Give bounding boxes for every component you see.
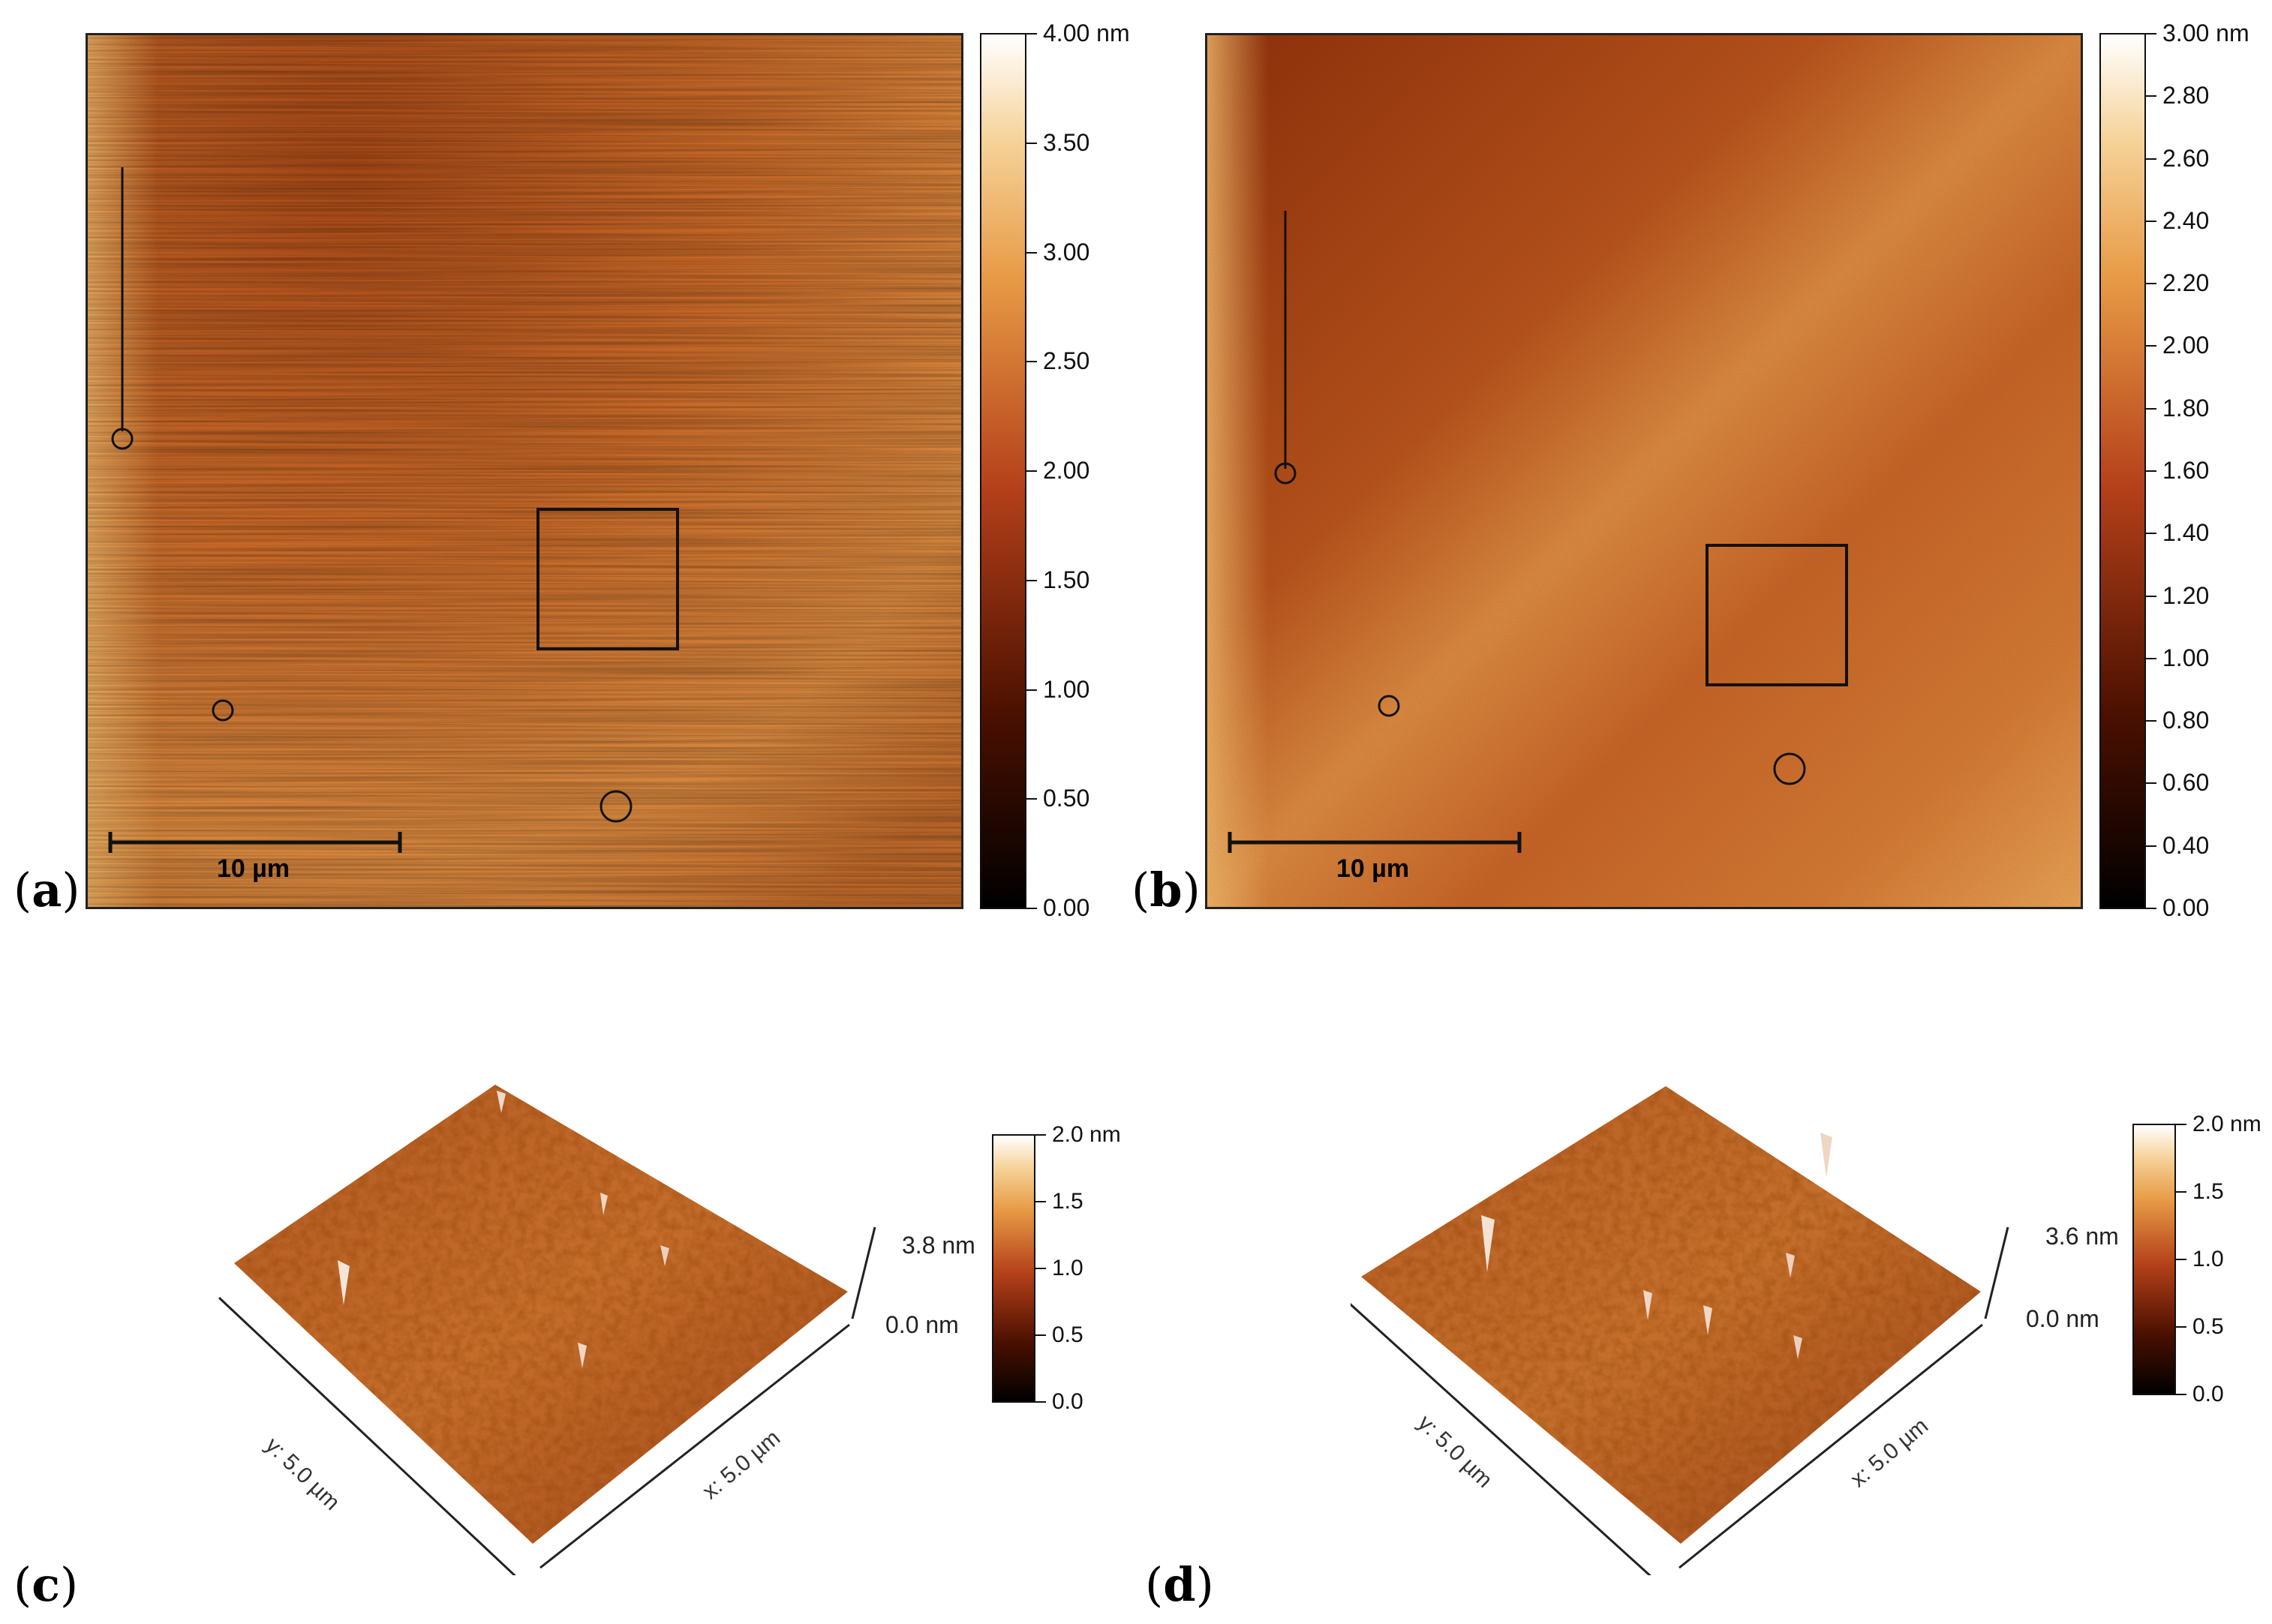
colorbar-tick (2146, 782, 2156, 784)
colorbar-tick (1026, 908, 1037, 909)
colorbar-tick-label: 1.0 (1052, 1256, 1083, 1280)
afm-image-b: 10 µm (1205, 33, 2083, 909)
colorbar-tick-label: 0.50 (1043, 785, 1090, 812)
colorbar-tick (2176, 1394, 2186, 1395)
colorbar-b (2099, 33, 2146, 909)
colorbar-tick (2146, 33, 2156, 35)
colorbar-tick-label: 1.40 (2162, 519, 2210, 546)
colorbar-tick (2146, 408, 2156, 410)
colorbar-tick (1035, 1268, 1046, 1269)
panel-label-d: (d) (1145, 1557, 1214, 1612)
colorbar-tick (2176, 1124, 2186, 1125)
colorbar-tick (1035, 1134, 1046, 1136)
colorbar-tick (2146, 345, 2156, 347)
colorbar-tick-label: 1.5 (1052, 1189, 1083, 1214)
panel-label-c: (c) (14, 1557, 79, 1612)
colorbar-tick (1026, 689, 1037, 691)
z-bottom-label-d: 0.0 nm (2026, 1305, 2099, 1332)
colorbar-tick-label: 1.00 (2162, 644, 2210, 671)
colorbar-tick (2146, 470, 2156, 472)
colorbar-tick (1026, 470, 1037, 472)
colorbar-tick-label: 2.20 (2162, 269, 2210, 296)
colorbar-tick (2146, 283, 2156, 284)
colorbar-tick (2146, 533, 2156, 534)
colorbar-tick (1026, 580, 1037, 581)
colorbar-tick-label: 1.50 (1043, 566, 1090, 593)
colorbar-tick (1026, 798, 1037, 800)
afm-3d-surface-c: y: 5.0 µm x: 5.0 µm (218, 1080, 893, 1604)
colorbar-tick-label: 2.60 (2162, 145, 2210, 172)
afm-3d-surface-d: y: 5.0 µm x: 5.0 µm (1342, 1080, 2026, 1601)
colorbar-ticks-d: 2.0 nm 1.5 1.0 0.5 0.0 (2176, 1112, 2272, 1406)
colorbar-tick-label: 0.60 (2162, 769, 2210, 796)
colorbar-tick (1035, 1401, 1046, 1403)
colorbar-ticks-a: 4.00 nm 3.50 3.00 2.50 2.00 1.50 1.00 0.50 0.00 (1026, 21, 1177, 920)
colorbar-tick-label: 1.00 (1043, 676, 1090, 703)
colorbar-tick-label: 2.0 nm (2192, 1112, 2261, 1136)
colorbar-tick-label: 2.50 (1043, 347, 1090, 374)
colorbar-tick (2146, 658, 2156, 659)
colorbar-tick-label: 3.50 (1043, 129, 1090, 156)
colorbar-tick-label: 1.60 (2162, 457, 2210, 484)
colorbar-tick (1026, 33, 1037, 35)
colorbar-tick-label: 2.40 (2162, 207, 2210, 234)
colorbar-tick (2146, 95, 2156, 97)
afm-image-a: 10 µm (86, 33, 963, 909)
colorbar-tick-label: 0.0 (1052, 1389, 1083, 1414)
colorbar-tick-label: 2.80 (2162, 82, 2210, 109)
colorbar-tick (2146, 158, 2156, 160)
colorbar-tick-label: 2.00 (2162, 332, 2210, 359)
colorbar-tick (1035, 1334, 1046, 1336)
z-bottom-label-c: 0.0 nm (885, 1311, 959, 1338)
colorbar-tick-label: 1.0 (2192, 1247, 2224, 1271)
colorbar-ticks-b: 3.00 nm 2.80 2.60 2.40 2.20 2.00 1.80 1.60 1.40 1… (2146, 21, 2272, 920)
panel-label-a: (a) (14, 863, 80, 917)
z-top-label-d: 3.6 nm (2045, 1223, 2119, 1250)
colorbar-tick (2146, 596, 2156, 597)
scale-bar-label-a: 10 µm (217, 854, 290, 883)
colorbar-tick-label: 3.00 (1043, 239, 1090, 266)
colorbar-tick-label: 0.5 (1052, 1322, 1083, 1347)
colorbar-tick-label: 2.00 (1043, 457, 1090, 484)
colorbar-tick (1026, 361, 1037, 362)
colorbar-tick (2176, 1259, 2186, 1260)
colorbar-tick-label: 1.80 (2162, 395, 2210, 422)
colorbar-tick-label: 3.00 nm (2162, 20, 2249, 47)
colorbar-c (992, 1134, 1035, 1403)
colorbar-tick (1026, 143, 1037, 144)
colorbar-tick-label: 1.20 (2162, 582, 2210, 609)
colorbar-tick-label: 0.0 (2192, 1382, 2224, 1406)
colorbar-tick (2176, 1191, 2186, 1193)
colorbar-ticks-c: 2.0 nm 1.5 1.0 0.5 0.0 (1035, 1123, 1163, 1414)
colorbar-tick (2176, 1326, 2186, 1328)
colorbar-tick (2146, 720, 2156, 722)
colorbar-tick (2146, 908, 2156, 909)
colorbar-tick-label: 0.00 (2162, 894, 2210, 921)
colorbar-tick-label: 1.5 (2192, 1179, 2224, 1204)
panel-label-b: (b) (1131, 863, 1201, 917)
scale-bar-label-b: 10 µm (1336, 854, 1410, 883)
colorbar-tick-label: 0.40 (2162, 832, 2210, 859)
colorbar-tick-label: 2.0 nm (1052, 1122, 1121, 1147)
colorbar-tick-label: 0.00 (1043, 894, 1090, 921)
z-top-label-c: 3.8 nm (902, 1232, 975, 1259)
colorbar-tick (1035, 1201, 1046, 1202)
colorbar-tick-label: 4.00 nm (1043, 20, 1130, 47)
colorbar-d (2132, 1124, 2176, 1395)
colorbar-tick-label: 0.80 (2162, 707, 2210, 734)
colorbar-tick (1026, 252, 1037, 254)
colorbar-tick (2146, 845, 2156, 847)
colorbar-tick-label: 0.5 (2192, 1314, 2224, 1339)
colorbar-tick (2146, 221, 2156, 222)
colorbar-a (980, 33, 1026, 909)
